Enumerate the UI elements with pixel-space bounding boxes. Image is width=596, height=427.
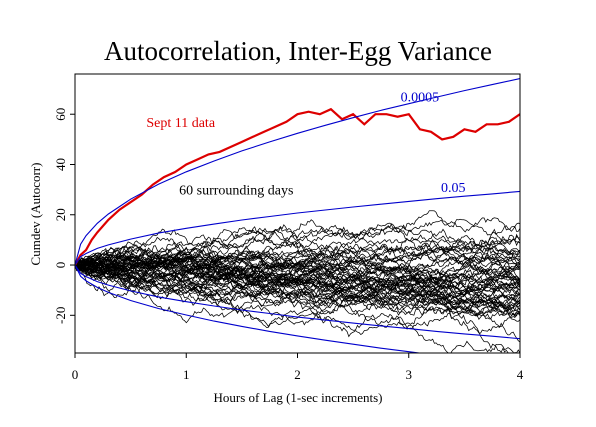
surrounding-day-line: [75, 245, 520, 280]
y-axis-ticks: -20 0 20 40 60: [53, 108, 75, 324]
significance-bound-line: [75, 264, 520, 340]
surrounding-day-line: [75, 243, 520, 277]
surrounding-day-line: [75, 255, 520, 306]
surrounding-day-line: [75, 230, 520, 267]
annotations: Sept 11 data 60 surrounding days 0.0005 0.0…: [146, 91, 465, 199]
surrounding-day-line: [75, 252, 520, 299]
significance-bound-line: [75, 190, 520, 266]
sept11-line: [75, 107, 520, 266]
surrounding-day-line: [75, 245, 520, 289]
surrounding-day-line: [75, 250, 520, 305]
surrounding-day-line: [75, 241, 520, 298]
y-tick-label: 40: [53, 158, 68, 171]
surrounding-day-line: [75, 222, 520, 266]
x-tick-label: 1: [183, 367, 190, 382]
y-axis-label: Cumdev (Autocorr): [28, 163, 43, 266]
y-tick-label: 60: [53, 108, 68, 121]
y-tick-label: 0: [53, 262, 68, 269]
series-lines: [75, 77, 520, 353]
surrounding-day-line: [75, 252, 520, 291]
annotation-label: 60 surrounding days: [179, 184, 293, 199]
x-axis-label: Hours of Lag (1-sec increments): [214, 390, 383, 405]
x-tick-label: 4: [517, 367, 524, 382]
surrounding-day-line: [75, 264, 520, 328]
surrounding-day-line: [75, 260, 520, 343]
significance-bound-line: [75, 77, 520, 266]
y-tick-label: -20: [53, 307, 68, 324]
x-axis-ticks: 0 1 2 3 4: [72, 353, 524, 382]
surrounding-day-line: [75, 235, 520, 276]
annotation-label: 0.0005: [401, 91, 440, 106]
y-tick-label: 20: [53, 208, 68, 221]
surrounding-day-line: [75, 251, 520, 291]
surrounding-day-line: [75, 264, 520, 317]
surrounding-day-line: [75, 258, 520, 287]
x-tick-label: 2: [294, 367, 301, 382]
surrounding-days-lines: [75, 210, 520, 353]
annotation-label: Sept 11 data: [146, 116, 215, 131]
significance-bound-line: [75, 264, 424, 353]
surrounding-day-line: [75, 261, 520, 292]
surrounding-day-line: [75, 236, 520, 293]
surrounding-day-line: [75, 228, 520, 286]
surrounding-day-line: [75, 249, 520, 314]
surrounding-day-line: [75, 219, 520, 272]
surrounding-day-line: [75, 243, 520, 276]
surrounding-day-line: [75, 254, 520, 317]
surrounding-day-line: [75, 261, 520, 297]
x-tick-label: 3: [406, 367, 413, 382]
annotation-label: 0.05: [441, 181, 466, 196]
surrounding-day-line: [75, 243, 520, 302]
surrounding-day-line: [75, 261, 520, 313]
x-tick-label: 0: [72, 367, 79, 382]
surrounding-day-line: [75, 249, 520, 316]
chart-title: Autocorrelation, Inter-Egg Variance: [104, 36, 492, 66]
